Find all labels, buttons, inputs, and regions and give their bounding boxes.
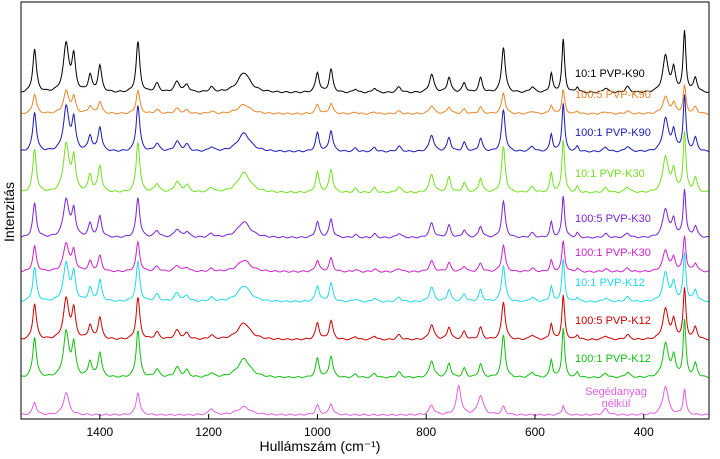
y-axis-title: Intenzitás xyxy=(1,182,17,242)
series-line xyxy=(21,189,709,239)
series-line xyxy=(21,252,709,303)
series-label: 10:1 PVP-K30 xyxy=(575,168,645,180)
series-line xyxy=(21,319,709,379)
series-line xyxy=(21,384,709,416)
series-label: 10:1 PVP-K12 xyxy=(575,277,645,289)
series-label: 100:5 PVP-K12 xyxy=(575,315,651,327)
series-label: 100:1 PVP-K12 xyxy=(575,353,651,365)
series-label: 100:5 PVP-K90 xyxy=(575,89,651,101)
plot-frame xyxy=(20,1,710,420)
series-label: 10:1 PVP-K90 xyxy=(575,68,645,80)
x-tick-label: 1400 xyxy=(87,425,114,439)
series-labels: 10:1 PVP-K90 100:5 PVP-K90 100:1 PVP-K90 10… xyxy=(575,68,651,410)
x-tick-label: 1000 xyxy=(304,425,331,439)
x-tick-label: 400 xyxy=(634,425,654,439)
series-line xyxy=(21,235,709,273)
series-line xyxy=(21,30,709,94)
x-tick-label: 800 xyxy=(416,425,436,439)
series-line xyxy=(21,130,709,194)
series-label: 100:1 PVP-K90 xyxy=(575,127,651,139)
series-label: Segédanyag xyxy=(585,386,647,398)
spectra-traces xyxy=(21,30,709,416)
series-label: 100:5 PVP-K30 xyxy=(575,213,651,225)
series-label: 100:1 PVP-K30 xyxy=(575,247,651,259)
x-axis-ticks: 1400 1200 1000 800 600 400 xyxy=(87,414,654,439)
series-line xyxy=(21,94,709,153)
x-tick-label: 1200 xyxy=(195,425,222,439)
series-line xyxy=(21,84,709,115)
series-label: nélkül xyxy=(602,398,631,410)
x-axis-title: Hullámszám (cm⁻¹) xyxy=(260,438,381,454)
x-tick-label: 600 xyxy=(525,425,545,439)
series-line xyxy=(21,287,709,341)
